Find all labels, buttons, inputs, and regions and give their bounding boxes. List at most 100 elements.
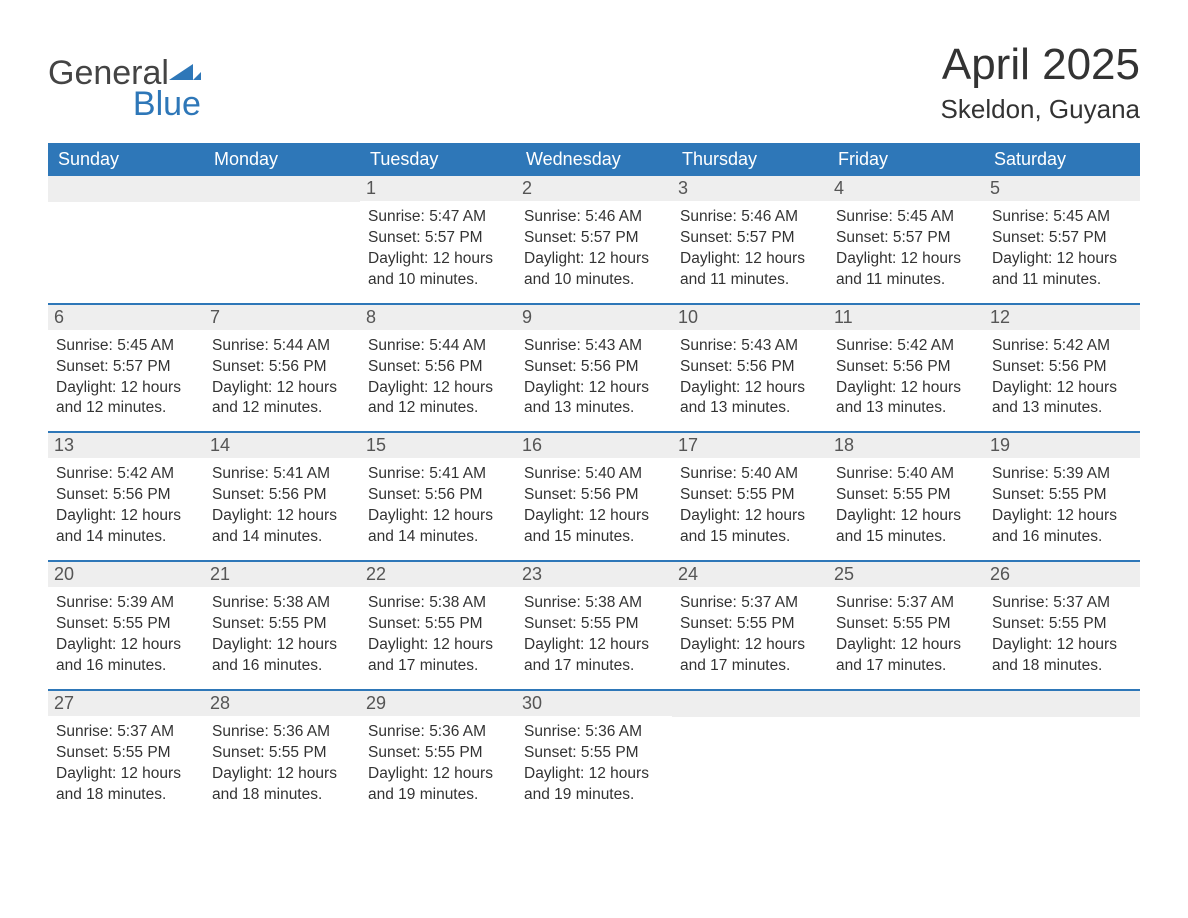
day-details: Sunrise: 5:39 AMSunset: 5:55 PMDaylight:… bbox=[54, 593, 198, 677]
sunrise-label: Sunrise: bbox=[524, 337, 581, 354]
daylight-label: Daylight: bbox=[524, 636, 584, 653]
day-number: 6 bbox=[48, 305, 204, 330]
sunrise-line: Sunrise: 5:37 AM bbox=[836, 593, 978, 614]
sunset-line: Sunset: 5:57 PM bbox=[680, 228, 822, 249]
daylight-line: Daylight: 12 hours and 17 minutes. bbox=[524, 635, 666, 677]
sunset-line: Sunset: 5:55 PM bbox=[836, 614, 978, 635]
sunset-line: Sunset: 5:56 PM bbox=[836, 357, 978, 378]
sunrise-value: 5:44 AM bbox=[429, 337, 486, 354]
day-details: Sunrise: 5:38 AMSunset: 5:55 PMDaylight:… bbox=[366, 593, 510, 677]
sunrise-label: Sunrise: bbox=[368, 594, 425, 611]
daylight-line: Daylight: 12 hours and 18 minutes. bbox=[992, 635, 1134, 677]
day-details: Sunrise: 5:42 AMSunset: 5:56 PMDaylight:… bbox=[990, 336, 1134, 420]
sunset-value: 5:56 PM bbox=[737, 358, 795, 375]
title-block: April 2025 Skeldon, Guyana bbox=[941, 40, 1140, 125]
sunrise-value: 5:36 AM bbox=[429, 723, 486, 740]
day-details: Sunrise: 5:40 AMSunset: 5:56 PMDaylight:… bbox=[522, 464, 666, 548]
sunset-value: 5:55 PM bbox=[113, 744, 171, 761]
daylight-line: Daylight: 12 hours and 10 minutes. bbox=[368, 249, 510, 291]
sunrise-line: Sunrise: 5:43 AM bbox=[524, 336, 666, 357]
sunset-value: 5:55 PM bbox=[269, 744, 327, 761]
day-cell: 30Sunrise: 5:36 AMSunset: 5:55 PMDayligh… bbox=[516, 691, 672, 818]
sunset-value: 5:57 PM bbox=[425, 229, 483, 246]
sunrise-line: Sunrise: 5:38 AM bbox=[524, 593, 666, 614]
sunset-line: Sunset: 5:56 PM bbox=[368, 485, 510, 506]
daylight-label: Daylight: bbox=[368, 507, 428, 524]
sunrise-label: Sunrise: bbox=[680, 337, 737, 354]
sunrise-value: 5:45 AM bbox=[897, 208, 954, 225]
day-cell: 9Sunrise: 5:43 AMSunset: 5:56 PMDaylight… bbox=[516, 305, 672, 432]
flag-icon bbox=[169, 60, 201, 84]
sunset-label: Sunset: bbox=[680, 229, 733, 246]
day-cell: 15Sunrise: 5:41 AMSunset: 5:56 PMDayligh… bbox=[360, 433, 516, 560]
daylight-label: Daylight: bbox=[56, 636, 116, 653]
day-number: 16 bbox=[516, 433, 672, 458]
sunset-label: Sunset: bbox=[836, 358, 889, 375]
daylight-line: Daylight: 12 hours and 17 minutes. bbox=[680, 635, 822, 677]
day-number: 8 bbox=[360, 305, 516, 330]
sunset-label: Sunset: bbox=[836, 486, 889, 503]
day-details: Sunrise: 5:36 AMSunset: 5:55 PMDaylight:… bbox=[366, 722, 510, 806]
day-cell bbox=[984, 691, 1140, 818]
sunrise-value: 5:46 AM bbox=[741, 208, 798, 225]
empty-day-bar bbox=[828, 691, 984, 717]
sunrise-label: Sunrise: bbox=[212, 465, 269, 482]
day-cell: 21Sunrise: 5:38 AMSunset: 5:55 PMDayligh… bbox=[204, 562, 360, 689]
daylight-line: Daylight: 12 hours and 13 minutes. bbox=[836, 378, 978, 420]
sunrise-value: 5:38 AM bbox=[273, 594, 330, 611]
day-cell: 19Sunrise: 5:39 AMSunset: 5:55 PMDayligh… bbox=[984, 433, 1140, 560]
day-cell: 6Sunrise: 5:45 AMSunset: 5:57 PMDaylight… bbox=[48, 305, 204, 432]
daylight-label: Daylight: bbox=[524, 250, 584, 267]
sunrise-label: Sunrise: bbox=[56, 337, 113, 354]
sunrise-label: Sunrise: bbox=[836, 465, 893, 482]
sunset-label: Sunset: bbox=[368, 358, 421, 375]
day-details: Sunrise: 5:39 AMSunset: 5:55 PMDaylight:… bbox=[990, 464, 1134, 548]
sunrise-value: 5:38 AM bbox=[585, 594, 642, 611]
day-cell: 4Sunrise: 5:45 AMSunset: 5:57 PMDaylight… bbox=[828, 176, 984, 303]
daylight-label: Daylight: bbox=[524, 507, 584, 524]
sunset-label: Sunset: bbox=[56, 744, 109, 761]
daylight-label: Daylight: bbox=[212, 765, 272, 782]
sunrise-label: Sunrise: bbox=[836, 337, 893, 354]
sunrise-value: 5:46 AM bbox=[585, 208, 642, 225]
sunrise-line: Sunrise: 5:47 AM bbox=[368, 207, 510, 228]
daylight-line: Daylight: 12 hours and 11 minutes. bbox=[680, 249, 822, 291]
day-details: Sunrise: 5:43 AMSunset: 5:56 PMDaylight:… bbox=[678, 336, 822, 420]
day-details: Sunrise: 5:47 AMSunset: 5:57 PMDaylight:… bbox=[366, 207, 510, 291]
day-details: Sunrise: 5:45 AMSunset: 5:57 PMDaylight:… bbox=[990, 207, 1134, 291]
day-details: Sunrise: 5:40 AMSunset: 5:55 PMDaylight:… bbox=[678, 464, 822, 548]
week-row: 27Sunrise: 5:37 AMSunset: 5:55 PMDayligh… bbox=[48, 689, 1140, 818]
location-label: Skeldon, Guyana bbox=[941, 94, 1140, 125]
sunset-line: Sunset: 5:57 PM bbox=[992, 228, 1134, 249]
sunset-value: 5:55 PM bbox=[893, 486, 951, 503]
sunrise-value: 5:45 AM bbox=[1053, 208, 1110, 225]
day-cell bbox=[672, 691, 828, 818]
sunrise-value: 5:39 AM bbox=[117, 594, 174, 611]
day-number: 24 bbox=[672, 562, 828, 587]
sunrise-label: Sunrise: bbox=[524, 208, 581, 225]
daylight-label: Daylight: bbox=[836, 507, 896, 524]
day-cell: 14Sunrise: 5:41 AMSunset: 5:56 PMDayligh… bbox=[204, 433, 360, 560]
day-cell: 5Sunrise: 5:45 AMSunset: 5:57 PMDaylight… bbox=[984, 176, 1140, 303]
day-header: Saturday bbox=[984, 143, 1140, 176]
sunset-line: Sunset: 5:56 PM bbox=[524, 485, 666, 506]
day-cell bbox=[48, 176, 204, 303]
day-number: 22 bbox=[360, 562, 516, 587]
sunrise-line: Sunrise: 5:44 AM bbox=[212, 336, 354, 357]
sunset-label: Sunset: bbox=[524, 358, 577, 375]
daylight-line: Daylight: 12 hours and 13 minutes. bbox=[524, 378, 666, 420]
daylight-label: Daylight: bbox=[992, 250, 1052, 267]
sunset-line: Sunset: 5:56 PM bbox=[56, 485, 198, 506]
sunrise-value: 5:47 AM bbox=[429, 208, 486, 225]
day-details: Sunrise: 5:44 AMSunset: 5:56 PMDaylight:… bbox=[210, 336, 354, 420]
sunset-value: 5:56 PM bbox=[269, 358, 327, 375]
sunrise-value: 5:39 AM bbox=[1053, 465, 1110, 482]
day-details: Sunrise: 5:36 AMSunset: 5:55 PMDaylight:… bbox=[210, 722, 354, 806]
sunset-line: Sunset: 5:56 PM bbox=[368, 357, 510, 378]
sunset-line: Sunset: 5:56 PM bbox=[680, 357, 822, 378]
sunrise-value: 5:40 AM bbox=[897, 465, 954, 482]
daylight-label: Daylight: bbox=[680, 636, 740, 653]
day-cell: 18Sunrise: 5:40 AMSunset: 5:55 PMDayligh… bbox=[828, 433, 984, 560]
daylight-label: Daylight: bbox=[836, 636, 896, 653]
sunrise-line: Sunrise: 5:40 AM bbox=[836, 464, 978, 485]
